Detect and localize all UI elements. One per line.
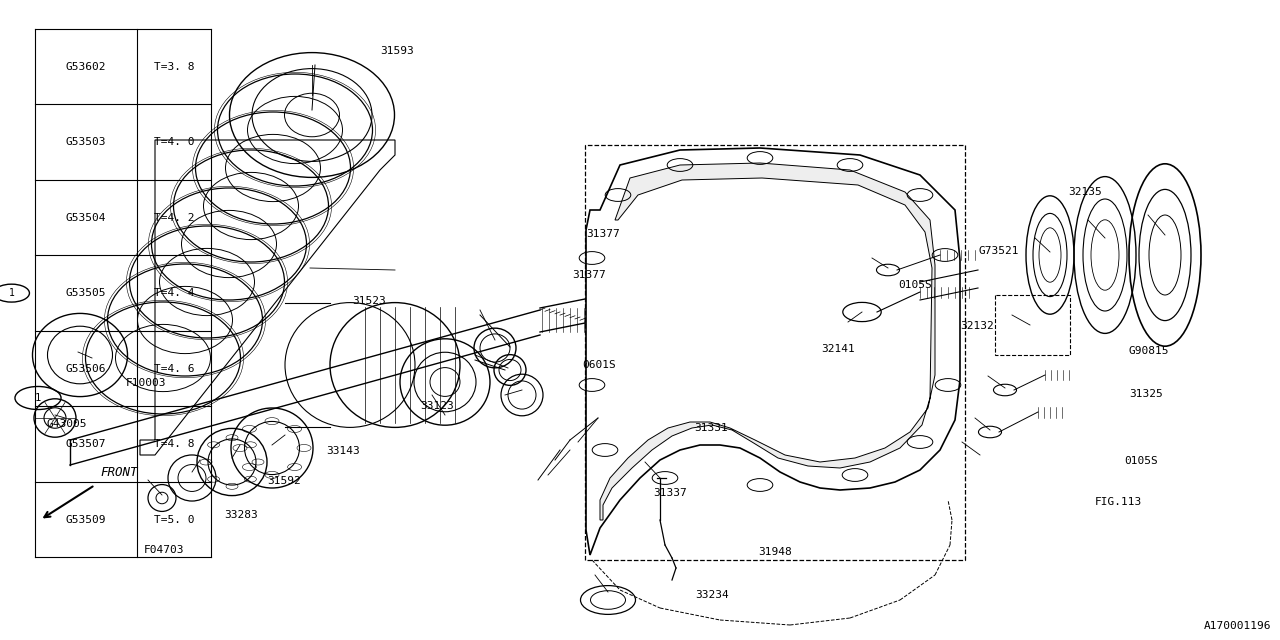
- Text: T=4. 2: T=4. 2: [154, 212, 195, 223]
- Text: T=5. 0: T=5. 0: [154, 515, 195, 525]
- Text: 32132: 32132: [960, 321, 993, 332]
- Polygon shape: [586, 148, 960, 555]
- Text: T=4. 0: T=4. 0: [154, 137, 195, 147]
- Text: G73521: G73521: [978, 246, 1019, 256]
- Text: A170001196: A170001196: [1203, 621, 1271, 631]
- Text: 0105S: 0105S: [899, 280, 932, 290]
- Text: G53507: G53507: [65, 439, 106, 449]
- Text: G43005: G43005: [46, 419, 87, 429]
- Text: F10003: F10003: [125, 378, 166, 388]
- Text: 33234: 33234: [695, 590, 728, 600]
- Text: 31593: 31593: [380, 46, 413, 56]
- Text: T=4. 6: T=4. 6: [154, 364, 195, 374]
- Text: T=4. 4: T=4. 4: [154, 288, 195, 298]
- Text: FIG.113: FIG.113: [1094, 497, 1142, 508]
- Text: G53505: G53505: [65, 288, 106, 298]
- Text: 31592: 31592: [268, 476, 301, 486]
- Text: 33143: 33143: [326, 446, 360, 456]
- Text: G53506: G53506: [65, 364, 106, 374]
- Text: 31325: 31325: [1129, 388, 1162, 399]
- Text: 0601S: 0601S: [582, 360, 616, 370]
- Polygon shape: [600, 163, 934, 520]
- Text: T=4. 8: T=4. 8: [154, 439, 195, 449]
- Text: 31377: 31377: [586, 228, 620, 239]
- Text: 31948: 31948: [758, 547, 791, 557]
- Text: G53509: G53509: [65, 515, 106, 525]
- Text: 31331: 31331: [694, 422, 727, 433]
- Text: 31523: 31523: [352, 296, 385, 306]
- Text: 33283: 33283: [224, 510, 257, 520]
- Text: 1: 1: [35, 393, 41, 403]
- Text: G53503: G53503: [65, 137, 106, 147]
- Text: FRONT: FRONT: [100, 465, 137, 479]
- Text: T=3. 8: T=3. 8: [154, 61, 195, 72]
- Text: 31337: 31337: [653, 488, 686, 498]
- Text: 32135: 32135: [1069, 187, 1102, 197]
- Text: 33123: 33123: [420, 401, 453, 412]
- Text: 1: 1: [9, 288, 14, 298]
- Text: 0105S: 0105S: [1124, 456, 1157, 466]
- Text: G53504: G53504: [65, 212, 106, 223]
- Text: 32141: 32141: [822, 344, 855, 354]
- Text: F04703: F04703: [143, 545, 184, 556]
- Text: 31377: 31377: [572, 270, 605, 280]
- Text: G53602: G53602: [65, 61, 106, 72]
- Text: G90815: G90815: [1129, 346, 1170, 356]
